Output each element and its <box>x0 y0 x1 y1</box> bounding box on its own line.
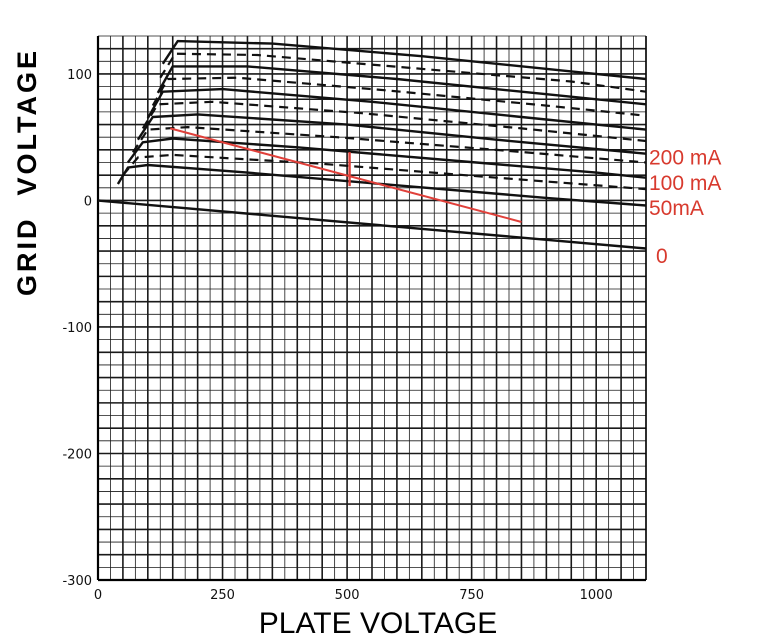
solid-curve <box>161 39 647 81</box>
chart-grid <box>97 35 647 581</box>
x-axis-title: PLATE VOLTAGE <box>259 607 497 640</box>
curve-label: 0 <box>656 245 668 268</box>
curve-label: 100 mA <box>649 172 721 195</box>
y-tick-label: -200 <box>62 447 92 462</box>
tick-labels: 0 250 500 750 1000 -300 -200 -100 0 100 <box>62 68 612 603</box>
solid-curve <box>156 65 647 106</box>
solid-curve <box>97 199 647 250</box>
y-axis-title: GRID VOLTAGE <box>12 48 42 296</box>
dashed-curve <box>131 125 647 164</box>
x-tick-label: 250 <box>210 588 235 603</box>
x-tick-label: 500 <box>335 588 360 603</box>
solid-curve <box>116 163 647 207</box>
characteristic-curves <box>97 39 647 250</box>
chart-axes <box>96 36 647 582</box>
dashed-curve <box>141 100 647 143</box>
solid-curve <box>136 113 647 155</box>
solid-curve <box>146 87 647 131</box>
x-tick-label: 750 <box>459 588 484 603</box>
curve-label: 200 mA <box>649 146 721 169</box>
x-tick-label: 0 <box>94 588 102 603</box>
y-tick-label: -300 <box>62 574 92 589</box>
x-tick-label: 1000 <box>580 588 613 603</box>
dashed-curve <box>151 76 647 117</box>
dashed-curve <box>159 52 647 93</box>
dashed-curve <box>122 153 647 191</box>
curve-label: 50mA <box>649 197 704 220</box>
solid-curve <box>126 137 647 179</box>
y-tick-label: -100 <box>62 321 92 336</box>
load-line-group <box>169 127 522 223</box>
y-tick-label: 100 <box>67 68 92 83</box>
y-tick-label: 0 <box>84 194 92 209</box>
load-line <box>169 127 522 223</box>
